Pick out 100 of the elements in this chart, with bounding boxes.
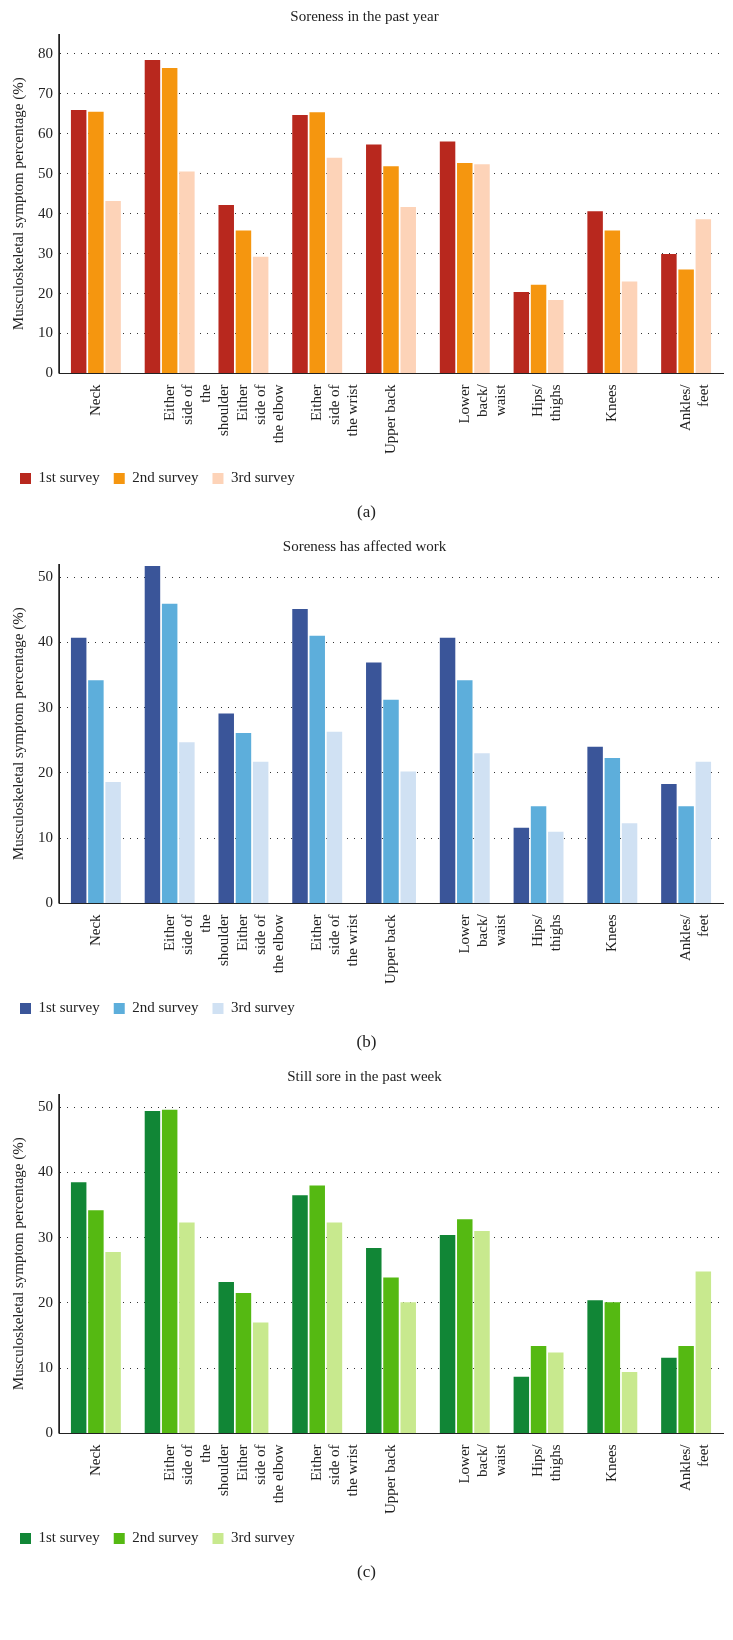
y-tick-label: 20: [38, 284, 53, 301]
x-tick-label: Either side of the shoulder: [160, 384, 231, 437]
chart-title: Still sore in the past week: [287, 1067, 443, 1084]
x-tick-label: Hips/ thighs: [529, 913, 564, 952]
legend-label: 2nd survey: [132, 469, 199, 486]
bar: [309, 112, 325, 373]
x-tick-label: Ankles/ feet: [677, 913, 712, 962]
bar: [70, 637, 87, 903]
bar: [326, 1222, 343, 1433]
bar: [513, 827, 530, 903]
bar: [218, 204, 234, 373]
bar: [604, 757, 621, 903]
bar: [621, 281, 638, 373]
y-tick-label: 30: [38, 1228, 53, 1245]
legend-label: 3rd survey: [230, 999, 296, 1016]
x-tick-label: Neck: [86, 1443, 103, 1477]
bar: [235, 1293, 252, 1433]
bar: [661, 254, 677, 373]
y-tick-label: 0: [45, 1424, 53, 1441]
bar: [235, 230, 252, 373]
x-tick-label: Hips/ thighs: [529, 1443, 564, 1482]
bar: [587, 746, 603, 903]
bar: [678, 1345, 694, 1433]
bar: [218, 1282, 234, 1433]
y-tick-label: 40: [38, 1163, 53, 1180]
bar: [400, 771, 416, 903]
bar: [366, 1248, 382, 1433]
bar: [88, 111, 104, 373]
bar: [383, 699, 399, 903]
bar: [105, 782, 121, 903]
y-tick-label: 0: [45, 364, 53, 381]
y-tick-label: 50: [38, 164, 53, 181]
bar: [292, 1195, 308, 1433]
y-tick-label: 70: [38, 84, 53, 101]
y-tick-label: 10: [38, 1359, 53, 1376]
bar: [144, 1110, 161, 1433]
y-tick-label: 50: [38, 1097, 53, 1114]
x-tick-label: Knees: [603, 1444, 620, 1482]
y-tick-label: 20: [38, 1293, 53, 1310]
text: (c): [356, 1561, 377, 1583]
text: (b): [355, 1031, 378, 1053]
bar: [587, 1300, 603, 1433]
x-tick-label: Knees: [603, 384, 620, 422]
legend-label: 1st survey: [38, 999, 101, 1016]
bar: [661, 783, 677, 903]
chart-title: Soreness in the past year: [290, 7, 439, 24]
y-tick-label: 30: [38, 244, 53, 261]
legend-label: 1st survey: [38, 469, 101, 486]
bar: [366, 662, 382, 903]
x-tick-label: Lower back/ waist: [455, 1443, 508, 1484]
bar: [105, 200, 121, 373]
legend-label: 3rd survey: [230, 1529, 296, 1546]
bar: [439, 141, 456, 373]
bar: [474, 164, 490, 373]
bar: [621, 1372, 638, 1433]
bar: [439, 1235, 456, 1433]
bar: [366, 144, 382, 373]
y-tick-label: 40: [38, 633, 53, 650]
bar: [457, 162, 473, 373]
x-tick-label: Knees: [603, 914, 620, 952]
x-tick-label: Either side of the shoulder: [160, 914, 231, 967]
bar: [548, 831, 564, 903]
x-tick-label: Neck: [86, 383, 103, 417]
bar: [105, 1251, 121, 1433]
bar: [457, 680, 473, 903]
bar: [383, 166, 399, 373]
bar: [678, 806, 694, 903]
bar: [530, 806, 547, 903]
bar: [252, 761, 269, 903]
bar: [179, 742, 195, 903]
bar: [179, 1222, 195, 1433]
bar: [144, 565, 161, 903]
y-tick-label: 0: [45, 894, 53, 911]
y-tick-label: 10: [38, 324, 53, 341]
y-axis-title: Musculoskeletal symptom percentage (%): [9, 77, 27, 331]
bar: [695, 219, 712, 373]
bar: [161, 1109, 178, 1433]
bar: [252, 256, 269, 373]
bar: [604, 1302, 621, 1433]
x-tick-label: Upper back: [381, 1443, 398, 1515]
bar: [695, 761, 712, 903]
legend-label: 3rd survey: [230, 469, 296, 486]
bar: [474, 1231, 490, 1433]
y-tick-label: 50: [38, 567, 53, 584]
bar: [439, 637, 456, 903]
y-axis-title: Musculoskeletal symptom percentage (%): [9, 607, 27, 861]
x-tick-label: Ankles/ feet: [677, 383, 712, 432]
x-tick-label: Hips/ thighs: [529, 383, 564, 422]
bar: [604, 230, 621, 373]
legend-label: 1st survey: [38, 1529, 101, 1546]
x-tick-label: Upper back: [381, 383, 398, 455]
bar: [252, 1322, 269, 1433]
bar: [292, 115, 308, 373]
bar: [530, 1345, 547, 1433]
bar: [309, 1185, 325, 1433]
bar: [88, 680, 104, 903]
bar: [218, 713, 234, 903]
y-tick-label: 10: [38, 829, 53, 846]
x-tick-label: Neck: [86, 913, 103, 947]
y-tick-label: 40: [38, 204, 53, 221]
